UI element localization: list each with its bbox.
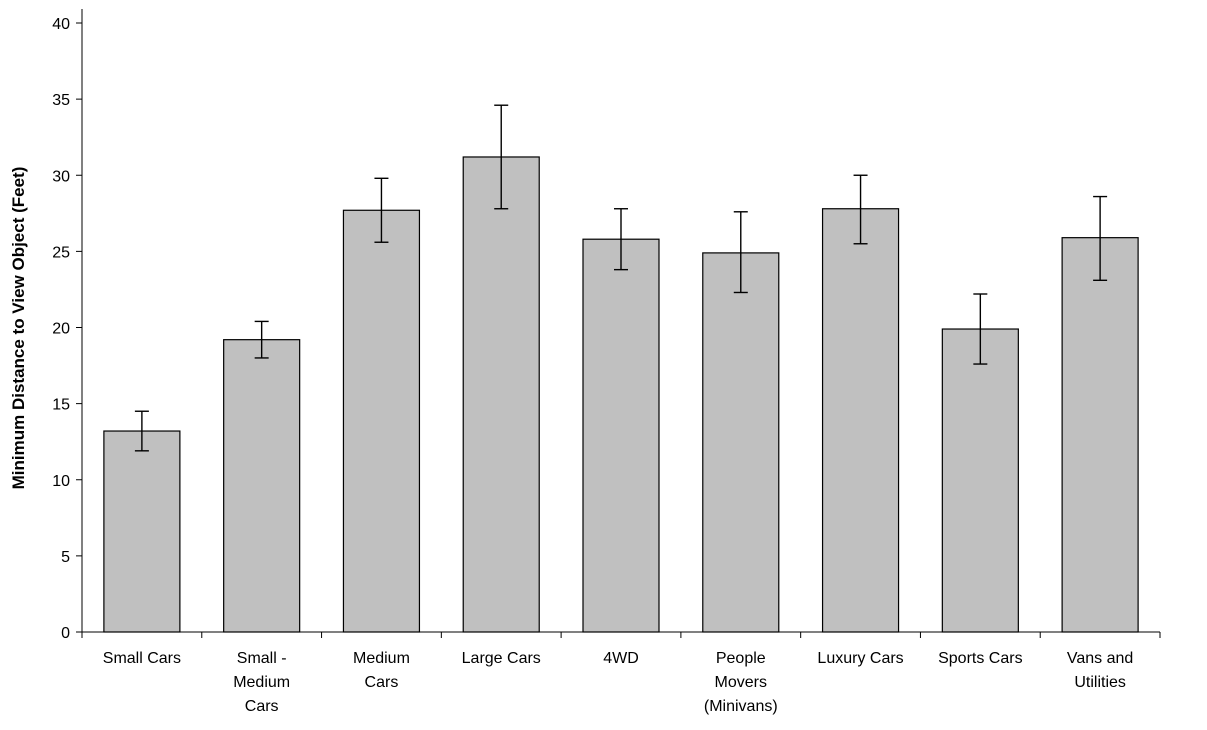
error-bar — [614, 208, 628, 271]
x-tick-label: 4WD — [603, 650, 639, 667]
y-tick-label: 15 — [52, 397, 70, 414]
bar — [462, 156, 540, 633]
x-tick-label-line: Medium — [353, 650, 410, 667]
x-tick-label-line: Small - — [237, 650, 287, 667]
bar — [821, 208, 900, 633]
y-tick-label: 0 — [61, 625, 70, 642]
x-tick-label: Medium Cars — [353, 650, 410, 691]
x-tick-label: Small Cars — [103, 650, 181, 667]
y-ticks: 0 5 10 15 20 25 30 35 40 — [52, 16, 82, 642]
y-tick-label: 25 — [52, 244, 70, 261]
x-tick-label-line: Luxury Cars — [817, 650, 903, 667]
bar — [941, 328, 1019, 633]
x-tick-label-line: Cars — [365, 674, 399, 691]
x-tick-label: Sports Cars — [938, 650, 1022, 667]
error-bar — [374, 177, 389, 243]
x-tick-label-line: Large Cars — [462, 650, 541, 667]
x-tick-label-line: Sports Cars — [938, 650, 1022, 667]
bars-group — [103, 156, 1139, 633]
error-bar — [134, 410, 149, 452]
x-tick-label: Small - Medium Cars — [233, 650, 290, 715]
x-tick-label-line: Medium — [233, 674, 290, 691]
y-tick-label: 5 — [61, 549, 70, 566]
x-tick-label: People Movers (Minivans) — [704, 650, 778, 715]
x-tick-label-line: (Minivans) — [704, 698, 778, 715]
bar — [1061, 237, 1139, 633]
x-tick-label-line: Vans and — [1067, 650, 1133, 667]
x-tick-label-line: People — [716, 650, 766, 667]
error-bar — [853, 174, 868, 245]
bar — [702, 252, 780, 633]
y-tick-label: 20 — [52, 321, 70, 338]
bar — [103, 430, 181, 633]
x-tick-label-line: Utilities — [1074, 674, 1126, 691]
y-tick-label: 35 — [52, 92, 70, 109]
bar — [342, 209, 421, 633]
error-bar — [733, 211, 748, 294]
error-bar — [254, 320, 269, 359]
x-labels: Small Cars Small - Medium Cars Medium Cars Lar… — [103, 650, 1134, 715]
y-tick-label: 30 — [52, 168, 70, 185]
x-tick-label: Luxury Cars — [817, 650, 903, 667]
error-bar — [494, 104, 509, 210]
error-bar — [1093, 195, 1108, 282]
y-tick-label: 10 — [52, 473, 70, 490]
y-tick-label: 40 — [52, 16, 70, 33]
y-axis-label: Minimum Distance to View Object (Feet) — [9, 167, 28, 490]
error-bars-group — [134, 104, 1108, 452]
x-tick-label-line: Movers — [715, 674, 767, 691]
x-tick-label: Vans and Utilities — [1067, 650, 1133, 691]
x-tick-label: Large Cars — [462, 650, 541, 667]
x-tick-label-line: Small Cars — [103, 650, 181, 667]
error-bar — [973, 293, 988, 365]
x-tick-label-line: 4WD — [603, 650, 639, 667]
bar — [223, 339, 301, 633]
bar — [582, 238, 660, 633]
x-tick-label-line: Cars — [245, 698, 279, 715]
